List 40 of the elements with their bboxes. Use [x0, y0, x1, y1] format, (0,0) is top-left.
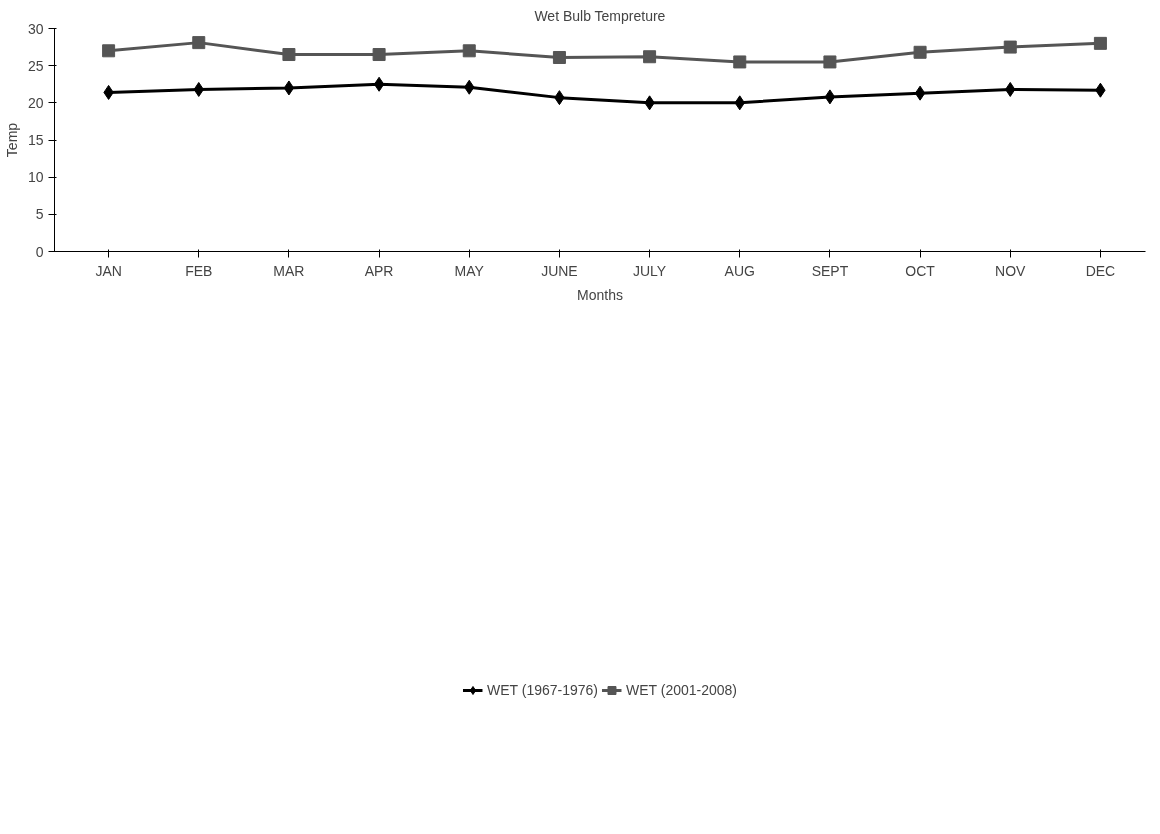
- point: [283, 80, 295, 96]
- x-axis-title: Months: [577, 286, 623, 303]
- x-tick-label: JULY: [632, 262, 667, 279]
- y-axis-title: Temp: [3, 122, 20, 158]
- point: [282, 48, 296, 62]
- y-tick-label: 0: [35, 243, 44, 260]
- x-tick-label: OCT: [905, 262, 936, 279]
- y-tick-label: 25: [27, 57, 44, 74]
- point: [733, 55, 747, 69]
- y-tick-label: 20: [27, 94, 44, 111]
- x-tick-label: MAY: [454, 262, 485, 279]
- point: [1003, 40, 1017, 54]
- x-tick-label: FEB: [185, 262, 213, 279]
- point: [552, 50, 566, 64]
- y-tick-label: 30: [27, 20, 44, 37]
- legend-label: WET (2001-2008): [626, 682, 738, 698]
- point: [1093, 36, 1107, 50]
- chart-title: Wet Bulb Tempreture: [534, 7, 666, 24]
- y-tick-label: 5: [35, 206, 44, 223]
- x-tick-label: APR: [364, 262, 394, 279]
- point: [914, 85, 926, 101]
- x-tick-label: MAR: [273, 262, 305, 279]
- x-tick-label: JAN: [95, 262, 122, 279]
- point: [824, 89, 836, 105]
- x-tick-label: SEPT: [811, 262, 849, 279]
- point: [913, 45, 927, 59]
- y-tick-label: 15: [27, 132, 44, 148]
- x-tick-label: JUNE: [541, 262, 578, 279]
- y-tick-label: 10: [27, 169, 44, 186]
- x-tick-label: DEC: [1085, 262, 1116, 279]
- point: [823, 55, 837, 69]
- point: [462, 44, 476, 58]
- point: [102, 44, 116, 58]
- point: [373, 76, 385, 92]
- legend-label: WET (1967-1976): [486, 682, 598, 698]
- point: [192, 36, 206, 50]
- point: [372, 48, 386, 62]
- x-tick-label: AUG: [724, 262, 755, 279]
- point: [643, 50, 657, 64]
- x-tick-label: NOV: [995, 262, 1027, 279]
